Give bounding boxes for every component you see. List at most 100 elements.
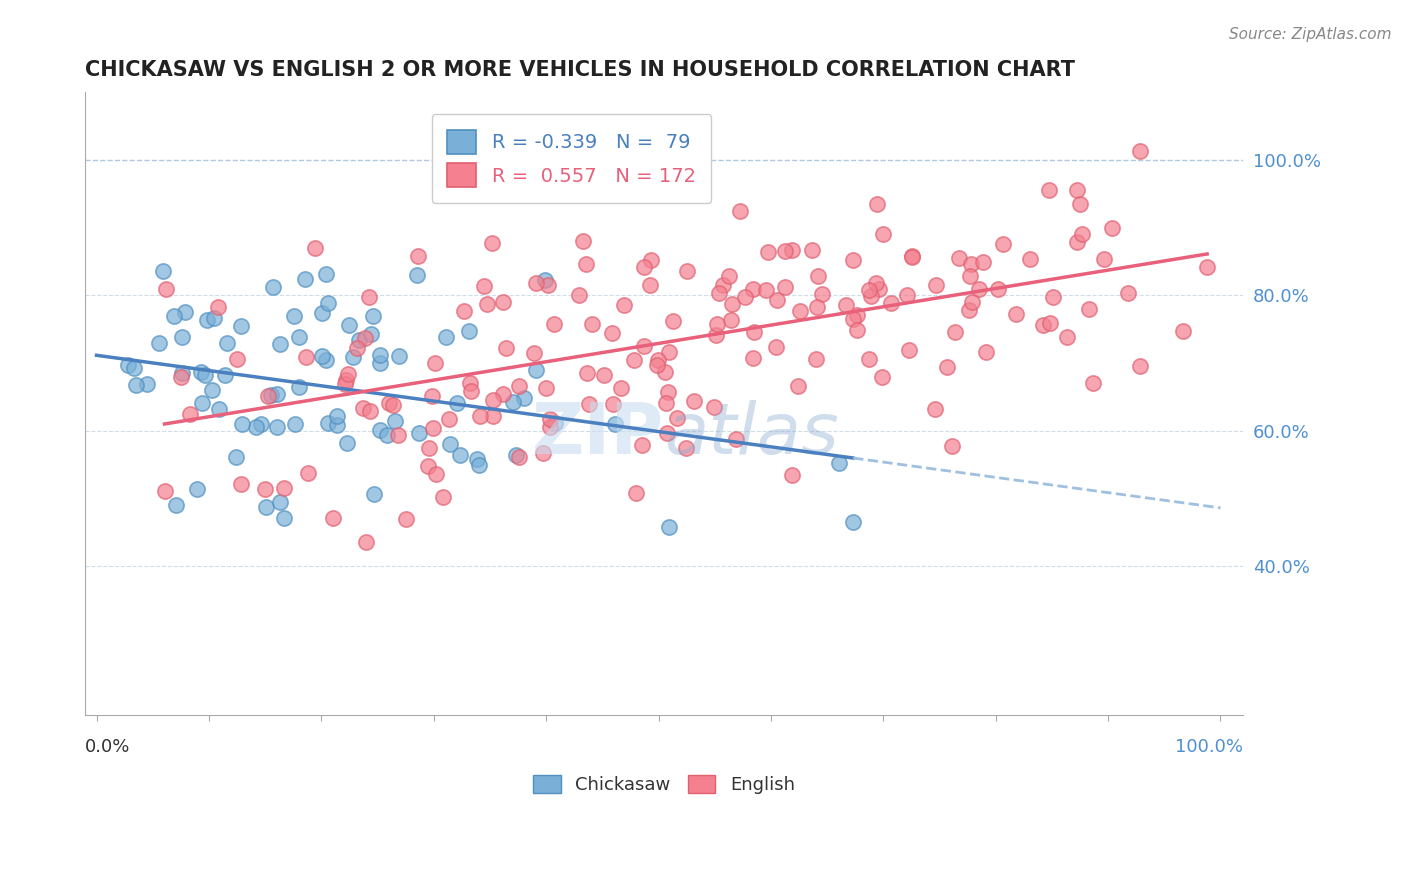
Point	[375, 428, 398, 442]
Point	[742, 351, 765, 365]
Point	[283, 309, 305, 323]
Point	[626, 486, 648, 500]
Point	[613, 298, 636, 312]
Point	[311, 349, 333, 363]
Point	[630, 438, 652, 452]
Point	[315, 353, 337, 368]
Point	[155, 282, 177, 296]
Point	[959, 268, 981, 283]
Point	[972, 255, 994, 269]
Point	[152, 263, 174, 277]
Point	[534, 381, 557, 395]
Point	[728, 203, 751, 218]
Point	[505, 448, 527, 462]
Point	[773, 280, 796, 294]
Point	[408, 425, 430, 440]
Point	[384, 414, 406, 428]
Point	[295, 351, 318, 365]
Text: 100.0%: 100.0%	[1175, 738, 1243, 756]
Point	[333, 376, 356, 391]
Point	[387, 428, 409, 442]
Point	[787, 378, 810, 392]
Point	[304, 241, 326, 255]
Point	[1005, 307, 1028, 321]
Point	[225, 450, 247, 465]
Point	[720, 297, 742, 311]
Point	[675, 441, 697, 455]
Point	[868, 283, 890, 297]
Point	[336, 436, 359, 450]
Point	[335, 373, 357, 387]
Point	[468, 458, 491, 472]
Point	[284, 417, 307, 431]
Point	[122, 360, 145, 375]
Point	[363, 487, 385, 501]
Point	[533, 446, 555, 460]
Point	[720, 313, 742, 327]
Point	[658, 344, 681, 359]
Point	[245, 419, 267, 434]
Point	[807, 268, 830, 283]
Point	[135, 377, 157, 392]
Point	[360, 327, 382, 342]
Point	[502, 394, 524, 409]
Point	[249, 417, 271, 432]
Point	[153, 483, 176, 498]
Point	[657, 385, 679, 400]
Point	[925, 277, 948, 292]
Point	[581, 317, 603, 331]
Point	[260, 387, 283, 401]
Point	[368, 348, 391, 362]
Point	[468, 409, 491, 423]
Point	[600, 326, 623, 341]
Point	[865, 196, 887, 211]
Point	[575, 257, 598, 271]
Point	[524, 363, 547, 377]
Point	[262, 280, 284, 294]
Point	[337, 318, 360, 333]
Point	[766, 293, 789, 307]
Point	[354, 534, 377, 549]
Point	[492, 386, 515, 401]
Point	[1077, 301, 1099, 316]
Point	[186, 482, 208, 496]
Point	[1071, 227, 1094, 242]
Point	[865, 276, 887, 290]
Point	[572, 235, 595, 249]
Point	[960, 294, 983, 309]
Point	[941, 438, 963, 452]
Point	[377, 395, 399, 409]
Point	[543, 317, 565, 331]
Point	[593, 368, 616, 383]
Point	[208, 402, 231, 417]
Point	[834, 298, 856, 312]
Point	[231, 417, 253, 432]
Point	[352, 401, 374, 415]
Point	[288, 329, 311, 343]
Text: atlas: atlas	[664, 401, 839, 469]
Point	[425, 467, 447, 481]
Point	[311, 306, 333, 320]
Point	[416, 458, 439, 473]
Point	[647, 353, 669, 368]
Point	[229, 318, 252, 333]
Point	[170, 369, 193, 384]
Point	[148, 336, 170, 351]
Point	[381, 398, 404, 412]
Point	[706, 317, 728, 331]
Point	[897, 343, 920, 357]
Point	[842, 515, 865, 529]
Point	[859, 289, 882, 303]
Point	[458, 376, 481, 391]
Point	[658, 520, 681, 534]
Point	[707, 286, 730, 301]
Point	[800, 243, 823, 257]
Text: 0.0%: 0.0%	[86, 738, 131, 756]
Point	[165, 498, 187, 512]
Point	[269, 494, 291, 508]
Point	[315, 267, 337, 281]
Point	[368, 355, 391, 369]
Point	[765, 340, 787, 354]
Point	[1171, 324, 1194, 338]
Point	[354, 331, 377, 345]
